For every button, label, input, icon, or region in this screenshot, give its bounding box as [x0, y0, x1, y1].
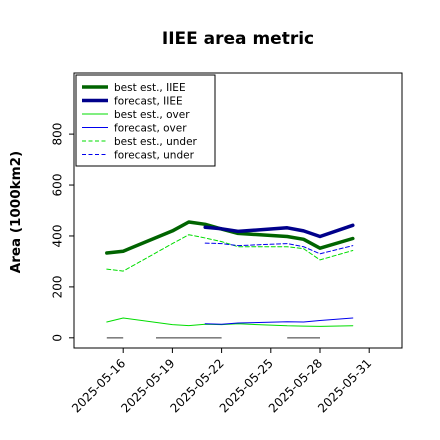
series-lines: [105, 220, 355, 327]
series-line-2: [106, 317, 354, 327]
legend-label-4: best est., under: [114, 136, 198, 148]
y-tick-label-600: 600: [50, 174, 64, 197]
x-axis-ticks: 2025-05-162025-05-192025-05-222025-05-25…: [69, 348, 374, 415]
legend-box: [75, 74, 216, 167]
series-line-5: [204, 242, 354, 255]
legend-label-3: forecast, over: [114, 122, 187, 134]
y-axis-ticks: 0 200 400 600 800: [50, 123, 74, 342]
y-tick-label-400: 400: [50, 225, 64, 248]
y-tick-label-0: 0: [50, 334, 64, 342]
plot-frame: [73, 72, 403, 349]
series-line-0: [105, 220, 355, 255]
y-tick-label-200: 200: [50, 275, 64, 298]
series-line-3: [204, 317, 354, 325]
legend-label-2: best est., over: [114, 109, 190, 121]
series-line-1: [203, 223, 355, 239]
y-axis-label: Area (1000km2): [8, 151, 24, 273]
series-line-4: [106, 234, 354, 272]
chart-title: IIEE area metric: [162, 29, 314, 49]
legend-label-0: best est., IIEE: [114, 82, 186, 94]
y-tick-label-800: 800: [50, 123, 64, 146]
legend-label-1: forecast, IIEE: [114, 95, 183, 107]
legend-label-5: forecast, under: [114, 149, 195, 161]
